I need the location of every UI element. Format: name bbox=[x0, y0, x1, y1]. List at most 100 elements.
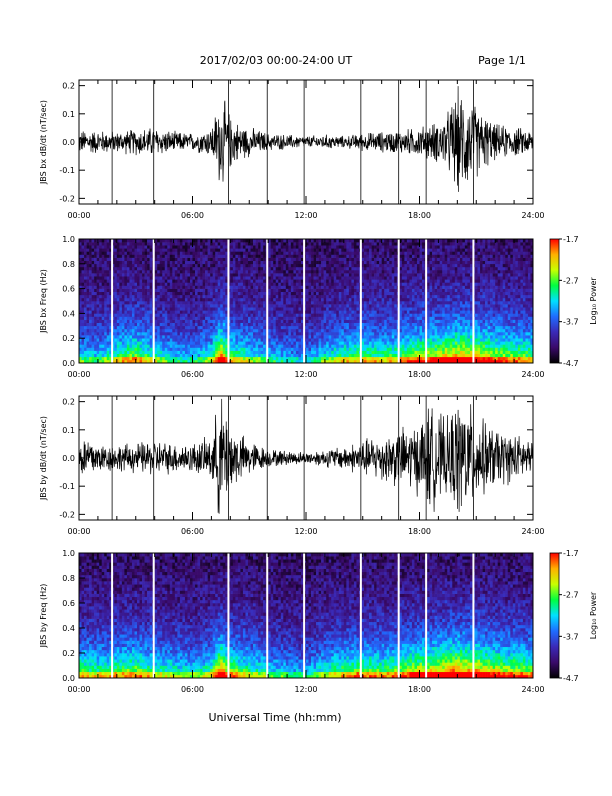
heatmap-cell bbox=[298, 351, 301, 354]
heatmap-cell bbox=[238, 239, 241, 242]
heatmap-cell bbox=[182, 310, 185, 313]
heatmap-cell bbox=[309, 332, 312, 335]
heatmap-cell bbox=[180, 351, 183, 354]
heatmap-cell bbox=[195, 239, 198, 242]
heatmap-cell bbox=[134, 276, 137, 279]
heatmap-cell bbox=[293, 292, 296, 295]
heatmap-cell bbox=[238, 258, 241, 261]
heatmap-cell bbox=[157, 267, 160, 270]
heatmap-cell bbox=[296, 313, 299, 316]
heatmap-cell bbox=[331, 301, 334, 304]
heatmap-cell bbox=[351, 242, 354, 245]
heatmap-cell bbox=[238, 341, 241, 344]
heatmap-cell bbox=[142, 255, 145, 258]
heatmap-cell bbox=[263, 251, 266, 254]
heatmap-cell bbox=[165, 289, 168, 292]
heatmap-cell bbox=[170, 317, 173, 320]
heatmap-cell bbox=[122, 255, 125, 258]
heatmap-cell bbox=[351, 304, 354, 307]
heatmap-cell bbox=[309, 357, 312, 360]
heatmap-cell bbox=[140, 344, 143, 347]
heatmap-cell bbox=[374, 298, 377, 301]
heatmap-cell bbox=[185, 329, 188, 332]
heatmap-cell bbox=[374, 344, 377, 347]
heatmap-cell bbox=[240, 245, 243, 248]
heatmap-cell bbox=[316, 313, 319, 316]
heatmap-cell bbox=[165, 251, 168, 254]
heatmap-cell bbox=[324, 251, 327, 254]
heatmap-cell bbox=[382, 251, 385, 254]
heatmap-cell bbox=[268, 261, 271, 264]
heatmap-cell bbox=[354, 242, 357, 245]
heatmap-cell bbox=[283, 338, 286, 341]
heatmap-cell bbox=[175, 298, 178, 301]
heatmap-cell bbox=[336, 354, 339, 357]
heatmap-cell bbox=[160, 258, 163, 261]
heatmap-cell bbox=[147, 267, 150, 270]
heatmap-cell bbox=[367, 320, 370, 323]
heatmap-cell bbox=[243, 338, 246, 341]
heatmap-cell bbox=[233, 279, 236, 282]
heatmap-cell bbox=[261, 276, 264, 279]
heatmap-cell bbox=[324, 344, 327, 347]
heatmap-cell bbox=[339, 289, 342, 292]
heatmap-cell bbox=[377, 289, 380, 292]
heatmap-cell bbox=[134, 292, 137, 295]
heatmap-cell bbox=[379, 341, 382, 344]
heatmap-cell bbox=[349, 295, 352, 298]
heatmap-cell bbox=[356, 255, 359, 258]
heatmap-cell bbox=[218, 255, 221, 258]
heatmap-cell bbox=[235, 270, 238, 273]
heatmap-cell bbox=[218, 338, 221, 341]
heatmap-cell bbox=[273, 351, 276, 354]
heatmap-cell bbox=[117, 335, 120, 338]
heatmap-cell bbox=[245, 357, 248, 360]
heatmap-cell bbox=[82, 258, 85, 261]
heatmap-cell bbox=[147, 320, 150, 323]
heatmap-cell bbox=[235, 295, 238, 298]
heatmap-cell bbox=[205, 286, 208, 289]
heatmap-cell bbox=[351, 341, 354, 344]
heatmap-cell bbox=[296, 304, 299, 307]
heatmap-cell bbox=[187, 239, 190, 242]
heatmap-cell bbox=[379, 348, 382, 351]
heatmap-cell bbox=[367, 251, 370, 254]
heatmap-cell bbox=[374, 273, 377, 276]
heatmap-cell bbox=[344, 354, 347, 357]
heatmap-cell bbox=[240, 289, 243, 292]
heatmap-cell bbox=[248, 304, 251, 307]
heatmap-cell bbox=[82, 270, 85, 273]
heatmap-cell bbox=[331, 304, 334, 307]
heatmap-cell bbox=[346, 351, 349, 354]
heatmap-cell bbox=[356, 276, 359, 279]
heatmap-cell bbox=[306, 344, 309, 347]
heatmap-cell bbox=[99, 279, 102, 282]
heatmap-cell bbox=[354, 245, 357, 248]
heatmap-cell bbox=[248, 258, 251, 261]
heatmap-cell bbox=[336, 320, 339, 323]
heatmap-cell bbox=[329, 338, 332, 341]
heatmap-cell bbox=[356, 307, 359, 310]
heatmap-cell bbox=[364, 307, 367, 310]
heatmap-cell bbox=[107, 276, 110, 279]
heatmap-cell bbox=[177, 344, 180, 347]
heatmap-cell bbox=[82, 304, 85, 307]
heatmap-cell bbox=[298, 357, 301, 360]
heatmap-cell bbox=[369, 295, 372, 298]
heatmap-cell bbox=[240, 248, 243, 251]
heatmap-cell bbox=[344, 335, 347, 338]
heatmap-cell bbox=[87, 276, 90, 279]
heatmap-cell bbox=[119, 255, 122, 258]
heatmap-cell bbox=[245, 348, 248, 351]
heatmap-cell bbox=[165, 239, 168, 242]
heatmap-cell bbox=[137, 335, 140, 338]
heatmap-cell bbox=[140, 282, 143, 285]
heatmap-cell bbox=[326, 264, 329, 267]
heatmap-cell bbox=[314, 248, 317, 251]
heatmap-cell bbox=[233, 338, 236, 341]
heatmap-cell bbox=[200, 292, 203, 295]
heatmap-cell bbox=[177, 317, 180, 320]
heatmap-cell bbox=[251, 261, 254, 264]
heatmap-cell bbox=[198, 295, 201, 298]
heatmap-cell bbox=[256, 310, 259, 313]
